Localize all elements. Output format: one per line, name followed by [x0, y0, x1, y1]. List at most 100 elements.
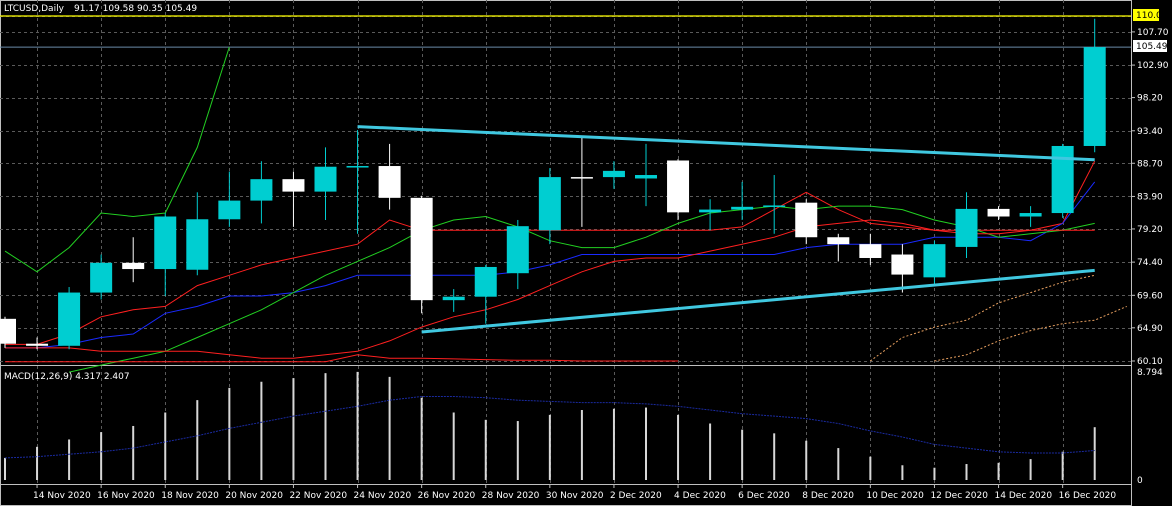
candle[interactable]	[410, 195, 433, 314]
candle-body-bull	[474, 266, 497, 297]
price-tick-label: 88.70	[1137, 159, 1163, 169]
time-tick-label: 26 Nov 2020	[418, 491, 476, 501]
candle[interactable]	[282, 171, 305, 227]
macd-label: MACD(12,26,9) 4.317 2.407	[4, 372, 130, 382]
candle[interactable]	[250, 161, 273, 224]
candle[interactable]	[1051, 143, 1074, 218]
candle[interactable]	[154, 213, 177, 297]
envelope-line	[934, 305, 1127, 362]
candle-body-bull	[442, 296, 465, 301]
candle[interactable]	[58, 287, 81, 350]
price-axis: 107.70 102.90 98.20 93.40 88.70 83.90 79.20 74.…	[1131, 28, 1169, 486]
candle-body-bull	[635, 175, 657, 179]
candle[interactable]	[891, 244, 914, 293]
candle[interactable]	[186, 192, 209, 276]
candle[interactable]	[218, 171, 241, 227]
candle[interactable]	[763, 175, 786, 234]
candle-body-bull	[90, 262, 113, 293]
candles[interactable]	[0, 18, 1106, 350]
macd-tick-label: 8.794	[1137, 368, 1163, 378]
candle[interactable]	[987, 206, 1010, 220]
time-tick-label: 8 Dec 2020	[802, 491, 854, 501]
candle-body-bear	[410, 197, 433, 301]
price-tick-label: 102.90	[1137, 61, 1169, 71]
price-tick-label: 69.60	[1137, 291, 1163, 301]
candle[interactable]	[506, 219, 529, 290]
candle[interactable]	[1083, 18, 1106, 153]
time-tick-label: 6 Dec 2020	[738, 491, 790, 501]
price-tick-label: 60.10	[1137, 357, 1163, 367]
candle[interactable]	[90, 254, 113, 300]
candle[interactable]	[570, 136, 593, 227]
time-tick-label: 22 Nov 2020	[289, 491, 347, 501]
candle-body-bear	[570, 177, 593, 179]
time-tick-label: 24 Nov 2020	[354, 491, 412, 501]
current-price-label: 105.49	[1136, 42, 1168, 52]
support-trendline[interactable]	[421, 268, 1095, 334]
macd-tick-label: 0	[1137, 476, 1143, 486]
time-tick-label: 14 Nov 2020	[33, 491, 91, 501]
time-tick-label: 4 Dec 2020	[674, 491, 726, 501]
candle[interactable]	[442, 289, 465, 312]
candle[interactable]	[26, 337, 49, 350]
candle-body-bear	[987, 208, 1010, 217]
candle-body-bull	[699, 209, 722, 213]
candle[interactable]	[699, 199, 722, 231]
candle[interactable]	[827, 233, 850, 262]
candle-body-bear	[282, 179, 305, 192]
candle[interactable]	[602, 161, 625, 189]
candle-body-bull	[58, 292, 81, 346]
price-tick-label: 64.90	[1137, 324, 1163, 334]
candle[interactable]	[923, 240, 946, 286]
price-tick-label: 107.70	[1137, 28, 1169, 38]
candle-body-bull	[154, 216, 177, 270]
candle[interactable]	[538, 168, 561, 245]
candle[interactable]	[731, 181, 754, 220]
candle[interactable]	[346, 130, 369, 234]
candle[interactable]	[378, 143, 401, 210]
candle-body-bull	[506, 226, 529, 274]
candle-body-bull	[602, 170, 625, 178]
envelope-line	[870, 274, 1095, 362]
price-tick-label: 98.20	[1137, 94, 1163, 104]
time-tick-label: 2 Dec 2020	[610, 491, 662, 501]
trendlines[interactable]	[357, 125, 1095, 334]
ohlc-readout: 91.17 109.58 90.35 105.49	[74, 4, 197, 14]
ma-green-slow	[68, 205, 1095, 373]
candle-body-bear	[26, 343, 49, 346]
candle-body-bull	[763, 205, 786, 207]
candle-body-bear	[859, 244, 882, 258]
macd-signal-line	[4, 396, 1095, 459]
time-tick-label: 14 Dec 2020	[995, 491, 1053, 501]
candle[interactable]	[859, 233, 882, 265]
resistance-trendline[interactable]	[357, 125, 1095, 162]
price-tick-label: 79.20	[1137, 225, 1163, 235]
price-tick-label: 83.90	[1137, 192, 1163, 202]
time-tick-label: 16 Nov 2020	[97, 491, 155, 501]
envelope-lines	[870, 274, 1127, 362]
candle-body-bull	[731, 206, 754, 210]
candle[interactable]	[1019, 206, 1042, 227]
current-price-badge	[1133, 40, 1167, 52]
macd-panel[interactable]	[4, 371, 1096, 480]
candle[interactable]	[667, 159, 690, 220]
candle-body-bull	[186, 219, 209, 270]
candle-body-bear	[827, 237, 850, 245]
candle-body-bull	[1051, 145, 1074, 214]
candle[interactable]	[474, 264, 497, 324]
candle[interactable]	[122, 237, 145, 283]
candle[interactable]	[955, 192, 978, 258]
time-tick-label: 30 Nov 2020	[546, 491, 604, 501]
candle[interactable]	[314, 147, 337, 220]
time-tick-label: 10 Dec 2020	[866, 491, 924, 501]
time-tick-label: 12 Dec 2020	[930, 491, 988, 501]
candle[interactable]	[795, 199, 818, 245]
candle[interactable]	[0, 316, 16, 348]
candle-body-bear	[795, 202, 818, 238]
candle-body-bull	[955, 208, 978, 247]
ma-red-baseline	[5, 354, 678, 363]
candle-body-bull	[346, 166, 369, 168]
high-price-badge	[1133, 9, 1159, 21]
candle[interactable]	[635, 143, 657, 207]
